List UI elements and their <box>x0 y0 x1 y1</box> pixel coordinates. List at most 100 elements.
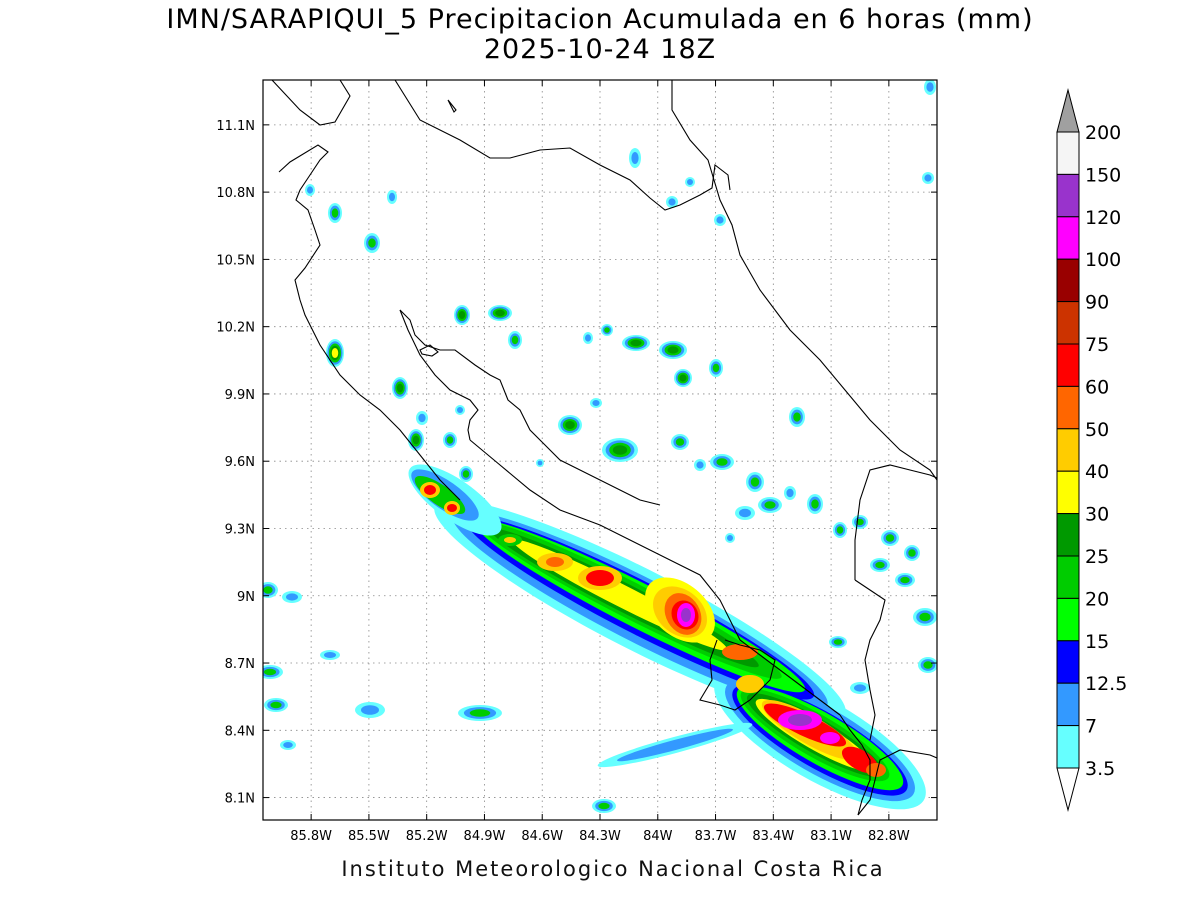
colorbar-label: 3.5 <box>1085 758 1115 780</box>
precip-cell <box>457 407 463 413</box>
precip-cell <box>511 335 519 345</box>
colorbar-swatch <box>1056 131 1080 175</box>
precip-cell <box>537 460 543 466</box>
precip-cell <box>565 421 575 429</box>
precip-cell <box>462 470 470 478</box>
precip-cell <box>286 593 298 601</box>
colorbar-label: 150 <box>1085 164 1121 186</box>
precipitation-field <box>263 80 937 813</box>
precip-cell <box>716 458 728 466</box>
precip-cell <box>604 327 610 333</box>
map-subtitle-date: 2025-10-24 18Z <box>483 34 717 65</box>
precip-band-pacific-south <box>434 499 926 810</box>
precip-cell <box>854 684 866 692</box>
precip-cell <box>331 208 339 218</box>
precip-cell <box>675 438 685 446</box>
precip-cell <box>696 461 704 469</box>
precip-cell <box>263 668 277 676</box>
lat-tick-label: 8.7N <box>225 657 255 672</box>
colorbar-label: 50 <box>1085 419 1109 441</box>
precip-cell <box>764 501 776 509</box>
precip-cell <box>811 499 819 509</box>
colorbar-label: 120 <box>1085 207 1121 229</box>
precip-cell <box>739 508 751 518</box>
lat-tick-label: 10.2N <box>216 321 255 336</box>
panama-pacific <box>857 749 937 816</box>
precip-cell <box>712 363 720 373</box>
lon-tick-label: 85.2W <box>406 829 448 844</box>
precip-cell <box>833 639 843 645</box>
colorbar-swatch <box>1056 301 1080 345</box>
precip-cell <box>786 488 794 498</box>
precip-cell <box>926 82 934 92</box>
precip-cell <box>446 436 454 444</box>
precip-cell <box>331 347 339 359</box>
precip-cell <box>361 705 379 715</box>
map-title: IMN/SARAPIQUI_5 Precipitacion Acumulada … <box>166 4 1034 35</box>
precip-cell <box>727 535 733 541</box>
colorbar-label: 7 <box>1085 716 1097 738</box>
colorbar-label: 20 <box>1085 588 1109 610</box>
colorbar-swatch <box>1056 682 1080 727</box>
precip-scattered-cells <box>263 80 937 813</box>
precip-cell <box>495 309 505 317</box>
colorbar-swatch <box>1056 640 1080 684</box>
lake-nicaragua-shore <box>394 80 731 211</box>
colorbar-label: 40 <box>1085 461 1109 483</box>
colorbar-swatch <box>1056 173 1080 218</box>
precip-cell <box>324 652 336 658</box>
precip-cell <box>469 709 491 717</box>
precip-cell <box>270 701 282 709</box>
colorbar-label: 15 <box>1085 631 1109 653</box>
lon-tick-label: 84.3W <box>579 829 621 844</box>
lat-tick-label: 9.6N <box>225 455 255 470</box>
osa-peninsula <box>839 714 871 816</box>
precip-cell <box>396 383 404 393</box>
caribbean-coast-nicaragua <box>271 80 351 126</box>
precip-cell <box>307 186 313 194</box>
precip-cell <box>875 561 885 569</box>
colorbar-swatch <box>1056 470 1080 515</box>
precip-cell <box>687 179 693 185</box>
colorbar-swatch <box>1056 555 1080 599</box>
lon-tick-label: 85.8W <box>290 829 332 844</box>
precip-cell <box>630 339 642 347</box>
lon-tick-label: 84.6W <box>521 829 563 844</box>
precip-cell <box>667 346 679 354</box>
precip-cell <box>836 526 844 534</box>
colorbar-max-triangle <box>1056 88 1080 133</box>
precip-cell <box>585 334 591 342</box>
precip-colorbar: 200 150 120 100 90 75 60 50 40 30 25 20 15 12.5 7 3.5 <box>1056 88 1127 812</box>
gulf-nicoya-west <box>399 309 479 441</box>
lat-tick-label: 8.1N <box>225 792 255 807</box>
colorbar-swatch <box>1056 428 1080 472</box>
lon-tick-label: 82.8W <box>868 829 910 844</box>
precip-cell <box>793 412 801 422</box>
precip-cell <box>856 518 864 526</box>
coastlines <box>271 80 937 816</box>
precip-cell <box>919 612 931 622</box>
colorbar-swatch <box>1056 725 1080 769</box>
precip-band-nicoya <box>408 464 522 546</box>
colorbar-min-triangle <box>1056 767 1080 812</box>
precip-cell <box>716 216 724 224</box>
precip-cell <box>283 742 293 748</box>
lon-tick-label: 84W <box>643 829 673 844</box>
colorbar-label: 75 <box>1085 334 1109 356</box>
lat-tick-label: 8.4N <box>225 724 255 739</box>
lon-tick-label: 85.5W <box>348 829 390 844</box>
lat-tick-label: 9N <box>237 590 255 605</box>
precip-cell <box>631 152 639 164</box>
colorbar-swatch <box>1056 258 1080 303</box>
colorbar-label: 100 <box>1085 249 1121 271</box>
colorbar-swatch <box>1056 216 1080 260</box>
precip-cell <box>612 445 628 455</box>
colorbar-swatch <box>1056 513 1080 557</box>
precip-cell <box>412 435 420 445</box>
lon-tick-label: 83.1W <box>810 829 852 844</box>
burica-border <box>854 579 886 741</box>
gulf-nicoya-north <box>399 309 661 506</box>
lat-tick-label: 11.1N <box>216 119 255 134</box>
colorbar-label: 25 <box>1085 546 1109 568</box>
